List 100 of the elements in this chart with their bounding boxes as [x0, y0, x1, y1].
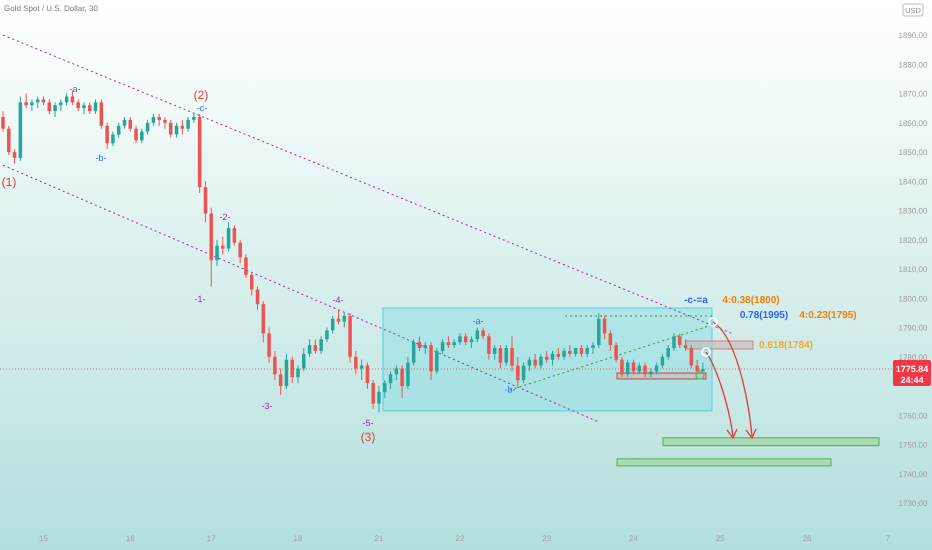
candlestick [522, 362, 526, 384]
candlestick [654, 362, 658, 375]
candlestick [400, 365, 404, 398]
candlestick [1, 110, 5, 132]
candlestick [302, 348, 306, 372]
candlestick [88, 102, 92, 115]
candlestick [7, 125, 11, 156]
candlestick [464, 332, 468, 346]
x-tick-label: 25 [716, 534, 726, 543]
y-tick-label: 1840,00 [898, 177, 928, 186]
candlestick [539, 353, 543, 369]
candlestick [602, 315, 606, 340]
y-tick-label: 1880,00 [898, 60, 928, 70]
candlestick [377, 386, 381, 413]
candlestick [319, 336, 323, 354]
candlestick [226, 222, 230, 252]
candlestick [360, 359, 364, 381]
candlestick [146, 119, 150, 136]
candlestick [267, 327, 271, 364]
y-tick-label: 1870,00 [898, 90, 928, 99]
candlestick [134, 125, 138, 144]
annotation: -a- [70, 84, 80, 94]
annotation: 4:0.23(1795) [799, 310, 857, 321]
candlestick [383, 380, 387, 398]
candlestick [53, 102, 57, 118]
annotation: -b- [504, 384, 516, 395]
y-tick-label: 1760,00 [898, 411, 928, 420]
x-tick-label: 22 [456, 534, 465, 543]
annotation: (3) [360, 430, 376, 444]
candlestick [290, 356, 294, 384]
candlestick [632, 359, 636, 375]
candlestick [470, 336, 474, 349]
candlestick [424, 342, 428, 354]
x-tick-label: 23 [542, 534, 552, 543]
candlestick [330, 315, 334, 334]
annotation: (2) [194, 88, 208, 102]
candlestick [446, 336, 450, 349]
candlestick [308, 338, 312, 358]
candlestick [620, 356, 624, 378]
candlestick [660, 353, 664, 369]
y-tick-label: 1730,00 [898, 499, 928, 508]
candlestick [412, 338, 416, 366]
annotation: 0.618(1784) [759, 340, 813, 351]
candlestick [476, 327, 480, 343]
candlestick [128, 116, 132, 132]
candlestick [325, 327, 329, 343]
candlestick [388, 370, 392, 390]
y-tick-label: 1750,00 [898, 440, 928, 450]
x-tick-label: 16 [126, 534, 136, 543]
candlestick [244, 254, 248, 278]
candlestick [256, 286, 260, 310]
annotation: -c-=a [684, 295, 708, 306]
candlestick [76, 98, 80, 112]
candlestick [48, 98, 52, 115]
candlestick [695, 359, 699, 375]
annotation: -2- [220, 212, 230, 222]
candlestick [556, 348, 560, 360]
candlestick [487, 332, 491, 360]
ref-line-label: 1775.84 [896, 364, 928, 374]
candlestick [116, 122, 120, 138]
candlestick [100, 98, 104, 130]
candlestick [690, 344, 694, 369]
y-tick-label: 1780,00 [898, 352, 928, 362]
candlestick [59, 98, 63, 112]
candlestick [122, 116, 126, 130]
y-tick-label: 1790,00 [898, 324, 928, 333]
candlestick [435, 348, 439, 375]
text: 24:44 [900, 374, 924, 385]
candlestick [585, 344, 589, 358]
candlestick [366, 362, 370, 390]
candlestick [394, 365, 398, 381]
candlestick [186, 116, 190, 132]
x-tick-label: 21 [374, 534, 384, 543]
candlestick [215, 239, 219, 267]
annotation: 0.78(1995) [740, 310, 788, 321]
candlestick [666, 344, 670, 360]
candlestick [371, 380, 375, 410]
candlestick [250, 271, 254, 296]
candlestick [12, 148, 16, 164]
candlestick [140, 128, 144, 144]
x-tick-label: 7 [886, 534, 891, 543]
annotation: -4- [332, 295, 344, 305]
candlestick [105, 122, 109, 150]
candlestick [638, 362, 642, 375]
candlestick [342, 312, 346, 328]
y-tick-label: 1890,00 [898, 31, 928, 40]
candlestick [314, 338, 318, 354]
candlestick [643, 362, 647, 378]
candlestick [238, 239, 242, 264]
candlestick [492, 344, 496, 360]
candlestick [533, 353, 537, 369]
candlestick [580, 344, 584, 358]
candlestick [168, 119, 172, 138]
candlestick [278, 368, 282, 396]
candlestick [678, 332, 682, 349]
candlestick [458, 332, 462, 346]
candlestick [550, 350, 554, 366]
candlestick [163, 116, 167, 130]
candlestick [24, 93, 28, 109]
y-tick-label: 1800,00 [898, 294, 928, 304]
